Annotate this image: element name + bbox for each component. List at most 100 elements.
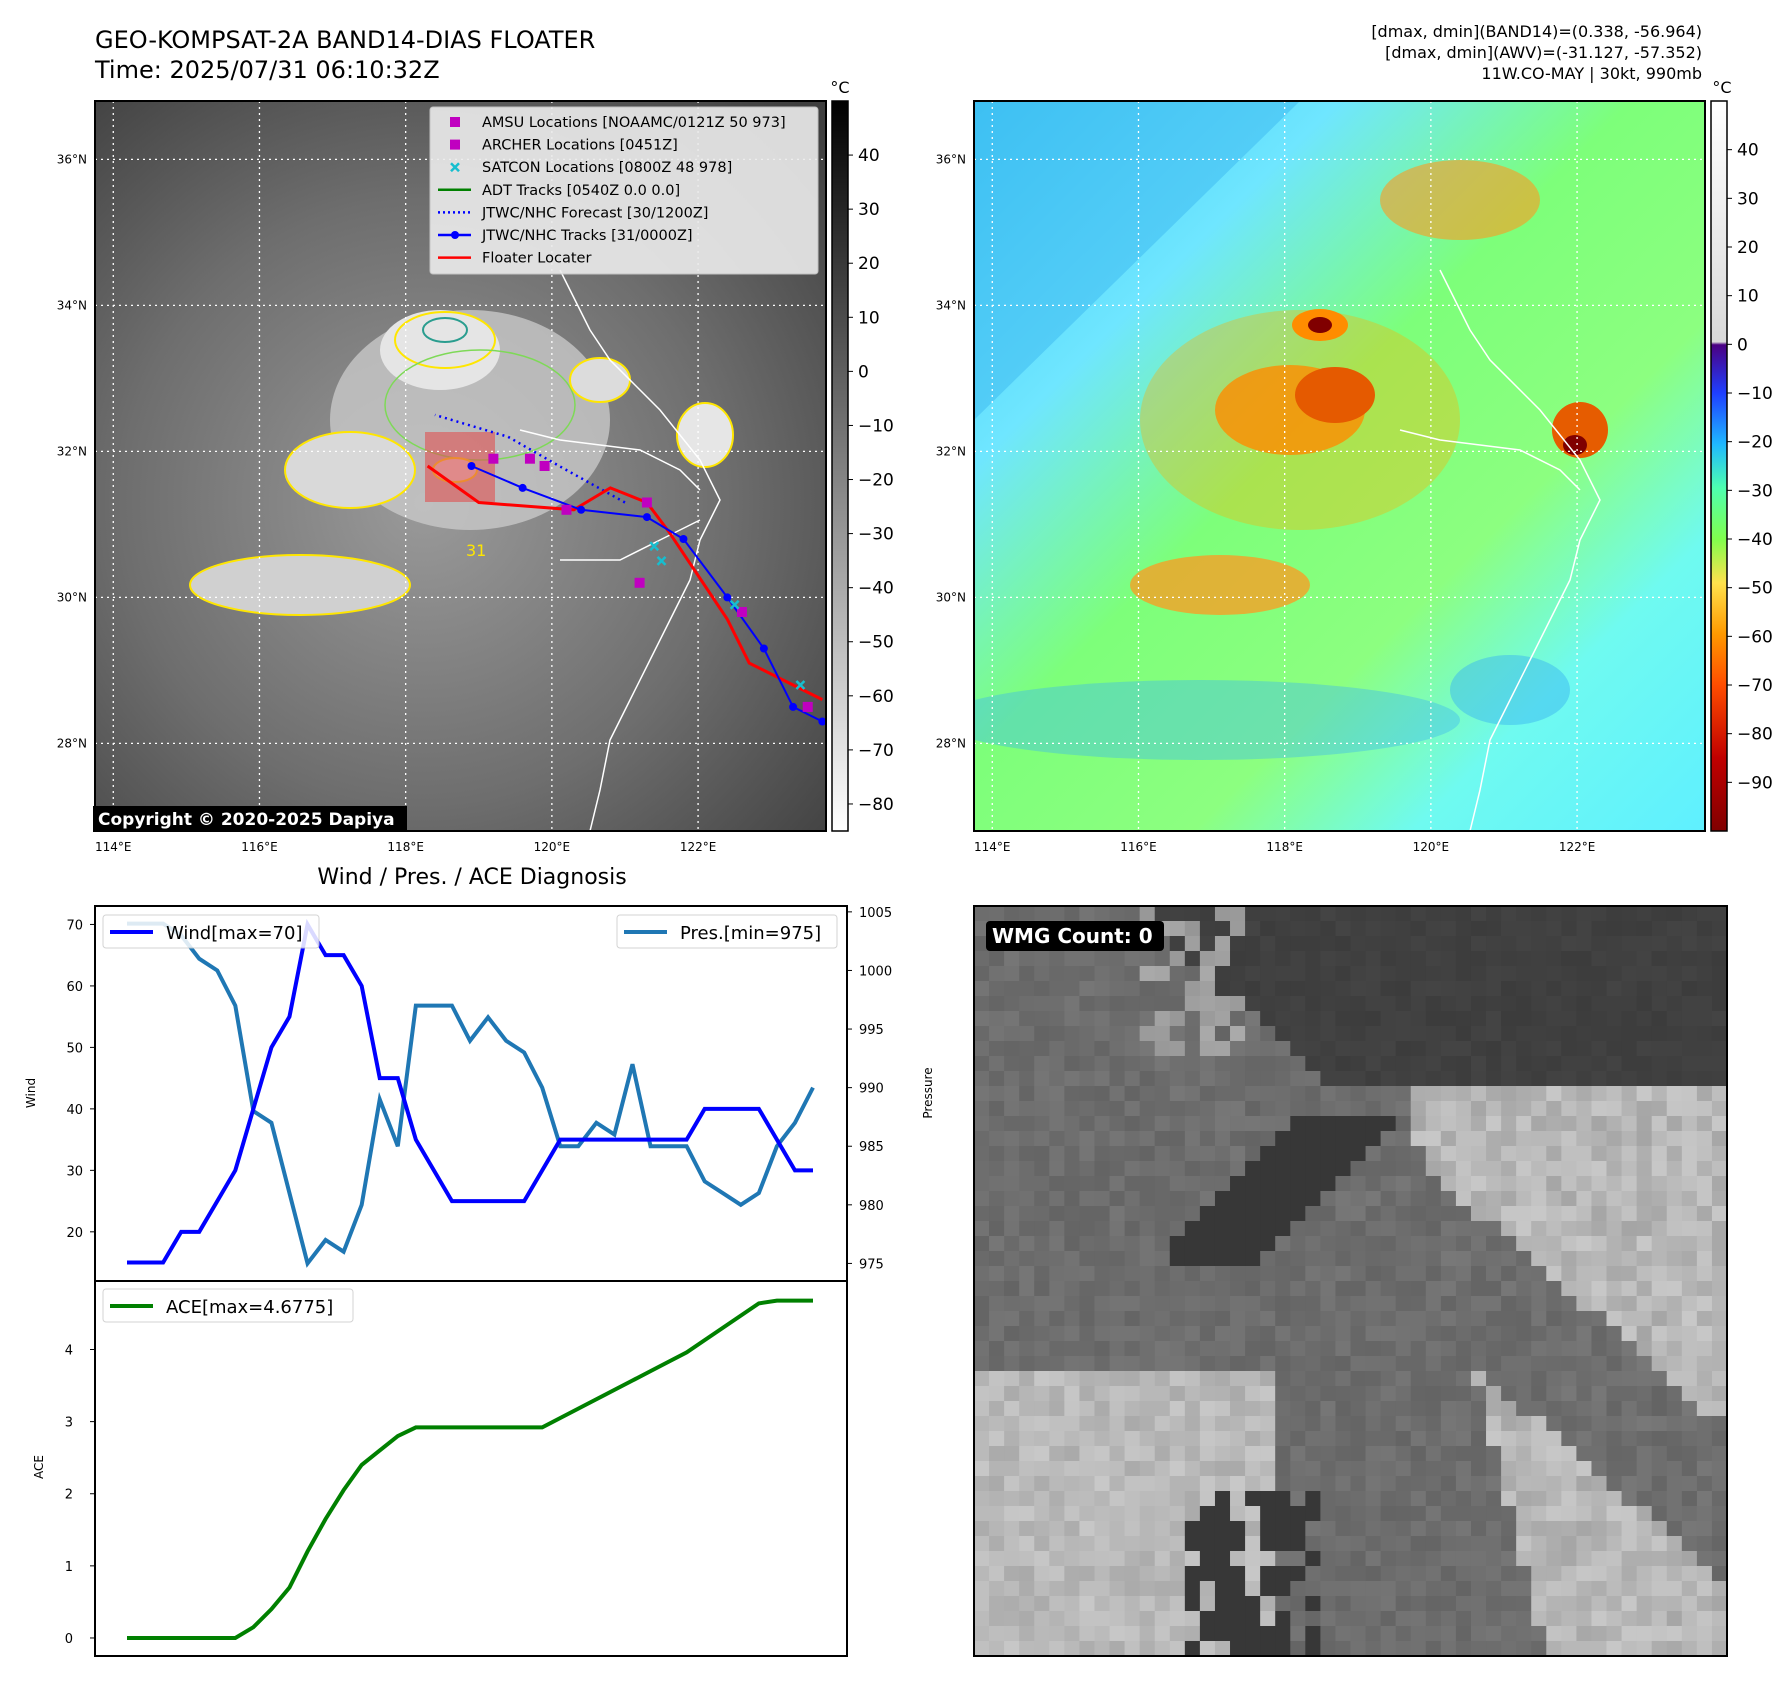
wmg-pixel <box>1546 921 1562 937</box>
wmg-pixel <box>1350 1566 1367 1582</box>
wmg-pixel <box>1305 1596 1321 1612</box>
wmg-pixel <box>1516 1416 1532 1432</box>
wmg-pixel <box>1516 1341 1532 1357</box>
wmg-pixel <box>1636 1476 1653 1492</box>
wmg-pixel <box>1139 1086 1156 1102</box>
wmg-pixel <box>1395 1461 1412 1477</box>
wmg-pixel <box>1711 1026 1728 1042</box>
wmg-pixel <box>1245 1521 1261 1537</box>
wmg-pixel <box>989 1131 1005 1147</box>
ace-tick-label: 2 <box>65 1488 73 1503</box>
wmg-pixel <box>1260 1536 1276 1552</box>
wmg-pixel <box>1305 1341 1321 1357</box>
wmg-pixel <box>1169 981 1186 997</box>
wmg-pixel <box>1395 1446 1412 1462</box>
wmg-pixel <box>1154 1131 1171 1147</box>
wmg-pixel <box>1320 1626 1337 1642</box>
wmg-pixel <box>1064 1086 1081 1102</box>
wmg-pixel <box>1124 1386 1141 1402</box>
wmg-pixel <box>1365 1551 1382 1567</box>
wmg-pixel <box>1139 1581 1156 1597</box>
wmg-pixel <box>1681 1551 1698 1567</box>
wmg-pixel <box>1290 1221 1306 1237</box>
wmg-pixel <box>1395 1191 1412 1207</box>
wmg-pixel <box>1410 1596 1427 1612</box>
wmg-pixel <box>1591 1071 1608 1087</box>
wmg-pixel <box>1395 1566 1412 1582</box>
lon-tick-label: 122°E <box>680 840 717 854</box>
wmg-pixel <box>1320 1056 1337 1072</box>
wmg-pixel <box>1380 1191 1397 1207</box>
wmg-pixel <box>1094 951 1111 967</box>
wmg-pixel <box>1169 1521 1186 1537</box>
wmg-pixel <box>1169 1566 1186 1582</box>
wmg-pixel <box>1004 1626 1020 1642</box>
wmg-pixel <box>1139 951 1156 967</box>
wmg-pixel <box>1214 1566 1231 1582</box>
wmg-pixel <box>1531 1386 1547 1402</box>
wmg-pixel <box>1365 936 1382 952</box>
wmg-pixel <box>1666 921 1683 937</box>
wmg-pixel <box>1079 1131 1096 1147</box>
wmg-pixel <box>1019 1041 1035 1057</box>
wmg-pixel <box>1470 1071 1487 1087</box>
wmg-pixel <box>1561 1026 1577 1042</box>
wmg-pixel <box>1501 1551 1517 1567</box>
wmg-pixel <box>1305 996 1321 1012</box>
wmg-pixel <box>1019 1266 1035 1282</box>
wmg-pixel <box>1365 1266 1382 1282</box>
wmg-pixel <box>1260 1641 1276 1657</box>
jtwc-track-point <box>789 702 798 711</box>
wmg-pixel <box>1561 951 1577 967</box>
wmg-pixel <box>1245 1431 1261 1447</box>
satcon-marker <box>729 599 740 610</box>
wmg-pixel <box>1214 966 1231 982</box>
wmg-pixel <box>1636 1071 1653 1087</box>
wmg-pixel <box>1019 1161 1035 1177</box>
wmg-pixel <box>1546 1086 1562 1102</box>
wmg-pixel <box>1546 1191 1562 1207</box>
wmg-pixel <box>1681 1371 1698 1387</box>
wmg-pixel <box>1561 1281 1577 1297</box>
wmg-pixel <box>1199 1146 1216 1162</box>
wmg-pixel <box>1531 1551 1547 1567</box>
wmg-pixel <box>1245 1071 1261 1087</box>
wmg-pixel <box>974 1566 990 1582</box>
wmg-pixel <box>1199 921 1216 937</box>
wmg-pixel <box>1245 1011 1261 1027</box>
wmg-pixel <box>1410 1071 1427 1087</box>
wmg-pixel <box>1335 1596 1352 1612</box>
wmg-pixel <box>1139 1551 1156 1567</box>
wmg-pixel <box>1546 1056 1562 1072</box>
wmg-pixel <box>1109 1266 1126 1282</box>
wmg-pixel <box>1079 1371 1096 1387</box>
wmg-pixel <box>1305 1386 1321 1402</box>
wmg-pixel <box>1230 1161 1246 1177</box>
wmg-pixel <box>1636 1386 1653 1402</box>
wmg-pixel <box>1486 1251 1502 1267</box>
wmg-pixel <box>1245 1251 1261 1267</box>
wmg-pixel <box>1501 1341 1517 1357</box>
wmg-pixel <box>1064 1251 1081 1267</box>
wmg-pixel <box>1380 1401 1397 1417</box>
wmg-pixel <box>1139 1041 1156 1057</box>
place-label: 31 <box>466 541 486 560</box>
wmg-pixel <box>1380 1161 1397 1177</box>
wmg-pixel <box>1019 1326 1035 1342</box>
wmg-pixel <box>1621 1266 1638 1282</box>
wmg-pixel <box>1034 1401 1050 1417</box>
wmg-pixel <box>1079 1266 1096 1282</box>
wmg-pixel <box>1561 1566 1577 1582</box>
wmg-pixel <box>1034 1161 1050 1177</box>
wmg-pixel <box>1516 1521 1532 1537</box>
lat-tick-label: 28°N <box>936 736 966 750</box>
colorbar-tick-label: 10 <box>1737 287 1759 307</box>
wmg-pixel <box>1711 1521 1728 1537</box>
wmg-pixel <box>1275 1041 1291 1057</box>
wmg-pixel <box>1214 1641 1231 1657</box>
wmg-pixel <box>1410 1296 1427 1312</box>
wmg-pixel <box>1455 1116 1472 1132</box>
wmg-pixel <box>1335 1446 1352 1462</box>
wmg-pixel <box>1591 1641 1608 1657</box>
wmg-pixel <box>1109 1131 1126 1147</box>
